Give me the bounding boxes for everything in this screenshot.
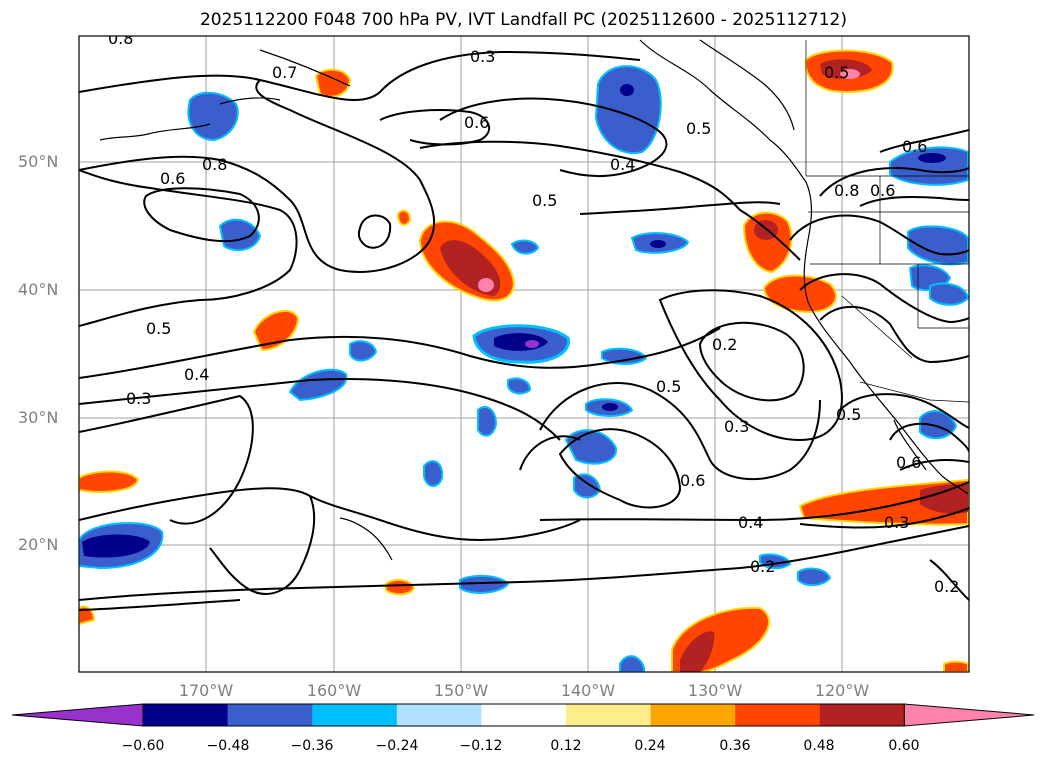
pv-contour-lines [79,50,969,611]
contour-label: 0.2 [934,577,959,596]
colorbar-bin [312,704,398,726]
contour-label: 0.4 [738,513,763,532]
lat-label: 40°N [18,280,59,299]
contour-label: 0.6 [896,453,921,472]
contour-label: 0.6 [680,471,705,490]
contour-label: 0.5 [656,377,681,396]
contour-label: 0.2 [712,335,737,354]
contour-label: 0.3 [724,417,749,436]
contour-label: 0.6 [902,137,927,156]
lon-label: 140°W [560,681,616,700]
colorbar-bin [819,704,905,726]
contour-label: 0.3 [126,389,151,408]
contour-label: 0.6 [160,169,185,188]
lon-label: 160°W [306,681,362,700]
contour-label: 0.2 [750,557,775,576]
lat-label: 30°N [18,408,59,427]
map-title: 2025112200 F048 700 hPa PV, IVT Landfall… [199,10,847,30]
colorbar-bin [650,704,736,726]
colorbar-tick-label: −0.48 [206,738,250,754]
lat-label: 20°N [18,535,59,554]
contour-label: 0.7 [272,63,297,82]
colorbar-frame [142,703,905,727]
contour-label: 0.6 [464,113,489,132]
colorbar-bin [143,704,229,726]
contour-label: 0.5 [686,119,711,138]
contour-label: 0.3 [884,513,909,532]
lon-label: 150°W [433,681,489,700]
colorbar-tick-label: 0.36 [719,738,751,754]
contour-label: 0.5 [824,63,849,82]
coastlines [99,39,969,561]
contour-label: 0.8 [202,155,227,174]
colorbar-extension-min [11,703,144,727]
political-boundaries [805,40,969,403]
gridlines [79,36,969,672]
lon-label: 130°W [687,681,743,700]
contour-label: 0.4 [610,155,635,174]
colorbar-bin [481,704,567,726]
colorbar-bin [735,704,821,726]
colorbar-bin [566,704,652,726]
colorbar-bin [396,704,482,726]
contour-label: 0.3 [470,47,495,66]
contour-label: 0.6 [870,181,895,200]
colorbar-tick-label: 0.60 [888,738,920,754]
contour-label: 0.5 [836,405,861,424]
negative-anomaly-shading [79,65,969,672]
colorbar-tick-label: 0.24 [634,738,666,754]
contour-label: 0.4 [184,365,209,384]
contour-label: 0.5 [146,319,171,338]
contour-labels: 0.8 0.3 0.7 0.6 0.5 0.4 0.8 0.6 0.5 0.4 … [108,29,959,596]
map-plot-area: 0.8 0.3 0.7 0.6 0.5 0.4 0.8 0.6 0.5 0.4 … [79,29,969,672]
contour-label: 0.5 [532,191,557,210]
colorbar-tick-label: −0.60 [121,738,165,754]
colorbar-tick-label: −0.36 [290,738,334,754]
colorbar-tick-label: −0.24 [375,738,419,754]
contour-label: 0.8 [108,29,133,48]
lat-label: 50°N [18,152,59,171]
colorbar-tick-label: −0.12 [459,738,503,754]
map-frame [78,35,970,673]
colorbar-bin [227,704,313,726]
colorbar-extension-max [903,703,1035,727]
contour-label: 0.8 [834,181,859,200]
colorbar-tick-label: 0.48 [803,738,835,754]
lon-label: 120°W [814,681,870,700]
colorbar-tick-label: 0.12 [550,738,582,754]
lon-label: 170°W [178,681,234,700]
colorbar [11,703,1035,727]
